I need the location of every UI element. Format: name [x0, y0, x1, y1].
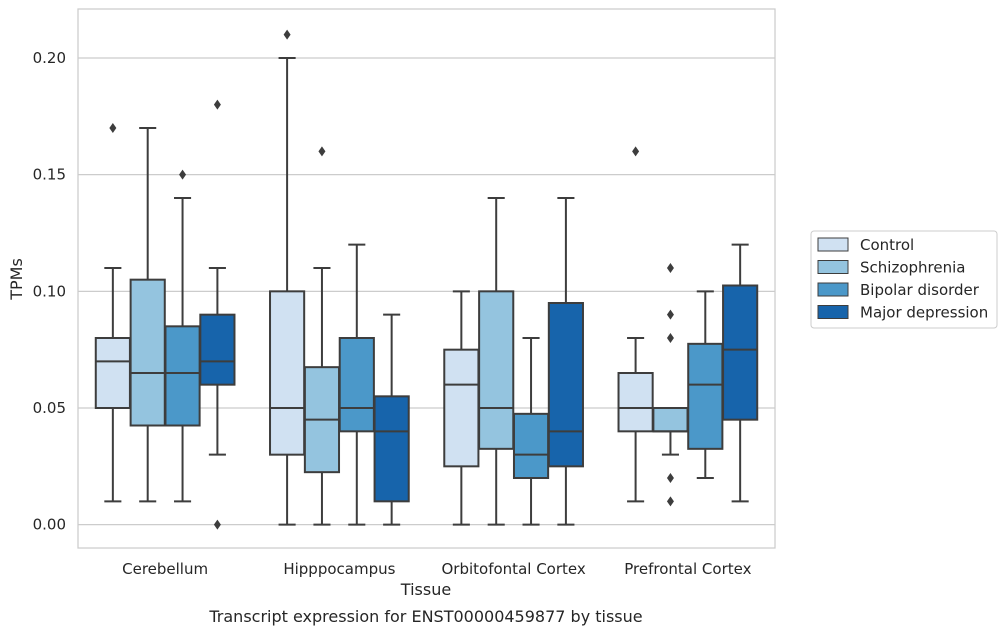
outlier-point: [213, 99, 221, 110]
iqr-box: [269, 290, 306, 456]
y-tick-label: 0.10: [33, 282, 66, 300]
iqr-box: [652, 407, 689, 433]
outlier-point: [632, 146, 640, 157]
outlier-point: [318, 146, 326, 157]
legend-swatch: [817, 305, 849, 319]
iqr-box: [687, 342, 724, 450]
legend: Control Schizophrenia Bipolar disorder Majo…: [810, 230, 998, 329]
x-tick-label: Orbitofontal Cortex: [442, 560, 586, 578]
legend-frame: [810, 230, 998, 329]
outlier-point: [109, 123, 117, 133]
box-schizophrenia: [129, 127, 166, 503]
box-major-depression: [547, 197, 584, 526]
outlier-point: [283, 29, 291, 40]
figure-caption: Transcript expression for ENST0000045987…: [208, 607, 642, 626]
box-control: [443, 290, 480, 526]
iqr-box: [478, 290, 515, 450]
outlier-point: [179, 169, 187, 180]
legend-label: Schizophrenia: [860, 259, 965, 277]
iqr-box: [722, 284, 759, 421]
y-tick-label: 0.05: [33, 399, 66, 417]
box-major-depression: [373, 313, 410, 526]
iqr-box: [547, 302, 584, 468]
box-major-depression: [722, 243, 759, 503]
box-bipolar-disorder: [164, 169, 201, 503]
plot-area: [77, 8, 776, 549]
y-axis-label: TPMs: [7, 258, 26, 301]
iqr-box: [443, 348, 480, 468]
box-bipolar-disorder: [338, 243, 375, 526]
iqr-box: [129, 278, 166, 427]
box-schizophrenia: [303, 146, 341, 526]
iqr-box: [373, 395, 410, 503]
x-tick-label: Hipppocampus: [283, 560, 395, 578]
y-tick-label: 0.15: [33, 166, 66, 184]
iqr-box: [338, 337, 375, 433]
x-tick-label: Cerebellum: [122, 560, 208, 578]
box-control: [94, 123, 131, 503]
iqr-box: [199, 313, 236, 386]
x-axis-ticks: Cerebellum Hipppocampus Orbitofontal Corte…: [122, 560, 751, 578]
iqr-box: [512, 412, 550, 480]
legend-swatch: [817, 237, 849, 252]
box-control: [617, 146, 654, 503]
outlier-point: [666, 309, 674, 320]
box-schizophrenia: [652, 263, 689, 507]
box-major-depression: [199, 99, 236, 530]
box-control: [269, 29, 306, 526]
box-bipolar-disorder: [512, 337, 550, 526]
outlier-point: [666, 496, 674, 507]
box-bipolar-disorder: [687, 290, 724, 479]
legend-swatch: [817, 260, 849, 274]
box-schizophrenia: [478, 197, 515, 526]
y-tick-label: 0.20: [33, 49, 66, 67]
box-groups: [94, 29, 759, 530]
x-tick-label: Prefrontal Cortex: [624, 560, 751, 578]
legend-label: Control: [860, 236, 914, 254]
outlier-point: [666, 333, 674, 343]
iqr-box: [617, 372, 654, 433]
iqr-box: [94, 337, 131, 409]
legend-swatch: [817, 282, 849, 297]
y-axis-ticks: 0.00 0.05 0.10 0.15 0.20: [33, 49, 66, 534]
outlier-point: [666, 263, 674, 273]
x-axis-label: Tissue: [400, 580, 451, 599]
outlier-point: [666, 473, 674, 483]
y-tick-label: 0.00: [33, 516, 66, 534]
legend-label: Bipolar disorder: [860, 281, 980, 299]
iqr-box: [164, 325, 201, 427]
outlier-point: [213, 519, 221, 530]
legend-label: Major depression: [860, 304, 988, 322]
